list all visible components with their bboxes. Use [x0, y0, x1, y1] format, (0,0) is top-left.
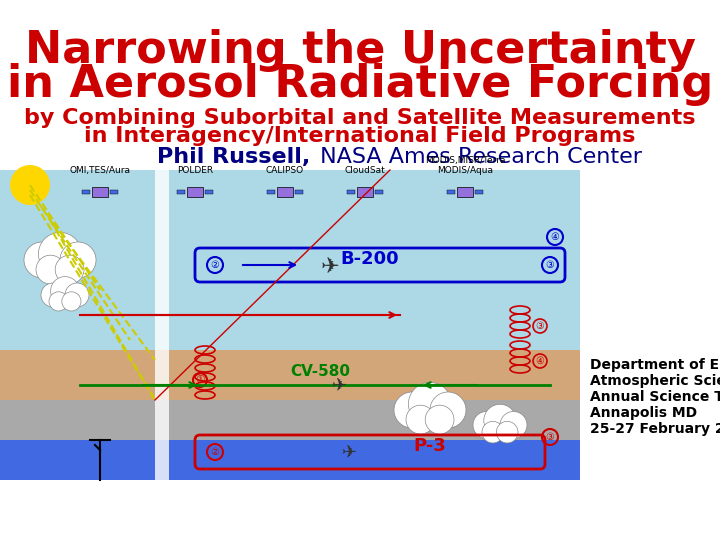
Bar — [347, 190, 355, 194]
Bar — [0, 170, 580, 350]
Circle shape — [65, 283, 89, 307]
Text: CloudSat: CloudSat — [345, 166, 385, 175]
Text: Narrowing the Uncertainty: Narrowing the Uncertainty — [24, 29, 696, 71]
Circle shape — [24, 242, 60, 278]
Bar — [82, 190, 90, 194]
Text: ②: ② — [211, 447, 220, 457]
Circle shape — [55, 255, 84, 284]
Text: ②: ② — [211, 260, 220, 270]
Circle shape — [10, 165, 50, 205]
Text: in Aerosol Radiative Forcing: in Aerosol Radiative Forcing — [7, 64, 713, 106]
Text: POLDER: POLDER — [177, 166, 213, 175]
Text: P-3: P-3 — [413, 437, 446, 455]
Circle shape — [394, 392, 430, 428]
Circle shape — [41, 283, 65, 307]
Circle shape — [50, 276, 79, 306]
Text: MODIS,MISR/Terra
MODIS/Aqua: MODIS,MISR/Terra MODIS/Aqua — [425, 156, 505, 175]
Text: CV-580: CV-580 — [290, 363, 350, 379]
Bar — [110, 190, 118, 194]
Text: OMI,TES/Aura: OMI,TES/Aura — [70, 166, 130, 175]
Text: ③: ③ — [536, 321, 544, 331]
Bar — [0, 440, 580, 480]
Text: ①: ① — [195, 375, 205, 385]
Circle shape — [38, 232, 81, 275]
Text: Department of Energy: Department of Energy — [590, 358, 720, 372]
Circle shape — [62, 292, 81, 311]
Bar — [177, 190, 185, 194]
Bar — [267, 190, 275, 194]
Circle shape — [36, 255, 65, 284]
Text: ✈: ✈ — [343, 445, 358, 463]
Text: by Combining Suborbital and Satellite Measurements: by Combining Suborbital and Satellite Me… — [24, 108, 696, 128]
Text: ④: ④ — [551, 232, 559, 242]
Circle shape — [473, 411, 500, 438]
Circle shape — [482, 421, 503, 443]
Bar — [205, 190, 213, 194]
Bar — [277, 187, 293, 197]
Text: Phil Russell,: Phil Russell, — [157, 147, 310, 167]
Circle shape — [408, 382, 451, 426]
Circle shape — [49, 292, 68, 311]
Bar — [357, 187, 373, 197]
Circle shape — [426, 405, 454, 434]
Text: ④: ④ — [536, 356, 544, 366]
Text: 25-27 February 2008: 25-27 February 2008 — [590, 422, 720, 436]
Circle shape — [484, 404, 516, 437]
Text: NASA Ames Research Center: NASA Ames Research Center — [313, 147, 642, 167]
Text: ✈: ✈ — [333, 378, 348, 396]
Bar — [155, 170, 169, 480]
Text: Annual Science Team Meeting: Annual Science Team Meeting — [590, 390, 720, 404]
Text: ③: ③ — [546, 260, 554, 270]
Bar — [187, 187, 203, 197]
Text: Annapolis MD: Annapolis MD — [590, 406, 697, 420]
Circle shape — [430, 392, 466, 428]
Bar — [295, 190, 303, 194]
Circle shape — [406, 405, 435, 434]
Bar — [447, 190, 455, 194]
Bar — [375, 190, 383, 194]
Bar — [92, 187, 108, 197]
Circle shape — [496, 421, 518, 443]
Circle shape — [500, 411, 527, 438]
Bar — [0, 310, 580, 360]
Bar — [0, 350, 580, 400]
Text: in Interagency/International Field Programs: in Interagency/International Field Progr… — [84, 126, 636, 146]
Bar — [0, 360, 580, 440]
Circle shape — [60, 242, 96, 278]
Bar — [475, 190, 483, 194]
Text: CALIPSO: CALIPSO — [266, 166, 304, 175]
Bar — [457, 187, 473, 197]
Text: ✈: ✈ — [320, 257, 339, 277]
Text: Atmospheric Science Program: Atmospheric Science Program — [590, 374, 720, 388]
Text: ③: ③ — [546, 432, 554, 442]
Text: B-200: B-200 — [341, 250, 400, 268]
Bar — [0, 400, 580, 440]
Bar — [0, 170, 580, 480]
